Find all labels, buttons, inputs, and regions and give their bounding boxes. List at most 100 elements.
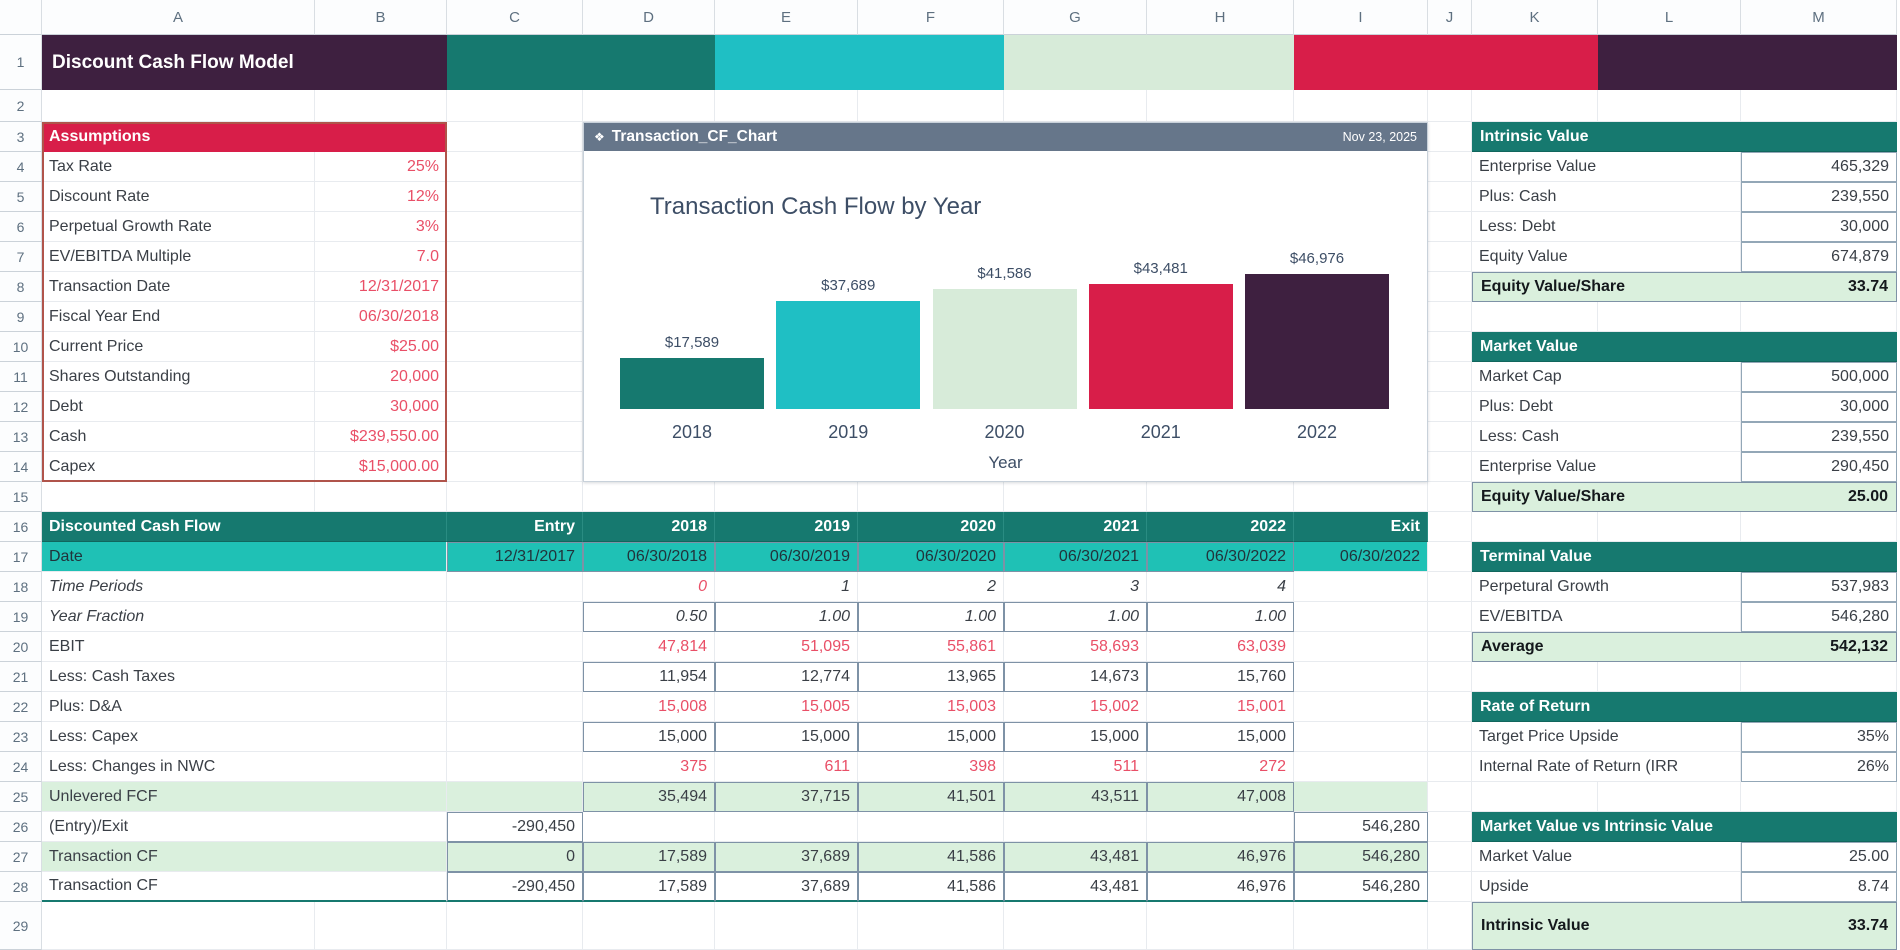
row-header-19[interactable]: 19 — [0, 602, 42, 632]
row-header-1[interactable]: 1 — [0, 35, 42, 90]
row-header-22[interactable]: 22 — [0, 692, 42, 722]
cell-C20[interactable] — [447, 632, 583, 662]
cell-E17[interactable]: 06/30/2019 — [715, 542, 858, 572]
row-header-3[interactable]: 3 — [0, 122, 42, 152]
cell-I2[interactable] — [1294, 90, 1428, 122]
cell-C4[interactable] — [447, 152, 583, 182]
cell-J21[interactable] — [1428, 662, 1472, 692]
cell-M14[interactable]: 290,450 — [1741, 452, 1897, 482]
cell-H25[interactable]: 47,008 — [1147, 782, 1294, 812]
cell-M24[interactable]: 26% — [1741, 752, 1897, 782]
cell-K13[interactable]: Less: Cash — [1472, 422, 1741, 452]
cell-F26[interactable] — [858, 812, 1004, 842]
cell-C15[interactable] — [447, 482, 583, 512]
cell-G24[interactable]: 511 — [1004, 752, 1147, 782]
row-header-10[interactable]: 10 — [0, 332, 42, 362]
cell-G29[interactable] — [1004, 902, 1147, 950]
cell-B10[interactable]: $25.00 — [315, 332, 447, 362]
cell-E25[interactable]: 37,715 — [715, 782, 858, 812]
row-header-12[interactable]: 12 — [0, 392, 42, 422]
cell-K6[interactable]: Less: Debt — [1472, 212, 1741, 242]
cell-D23[interactable]: 15,000 — [583, 722, 715, 752]
cell-B5[interactable]: 12% — [315, 182, 447, 212]
cell-M4[interactable]: 465,329 — [1741, 152, 1897, 182]
cell-E21[interactable]: 12,774 — [715, 662, 858, 692]
cell-D24[interactable]: 375 — [583, 752, 715, 782]
cell-H2[interactable] — [1147, 90, 1294, 122]
cell-E18[interactable]: 1 — [715, 572, 858, 602]
cell-J17[interactable] — [1428, 542, 1472, 572]
cell-F27[interactable]: 41,586 — [858, 842, 1004, 872]
row-header-18[interactable]: 18 — [0, 572, 42, 602]
cell-F22[interactable]: 15,003 — [858, 692, 1004, 722]
cell-G23[interactable]: 15,000 — [1004, 722, 1147, 752]
row-header-25[interactable]: 25 — [0, 782, 42, 812]
cell-J26[interactable] — [1428, 812, 1472, 842]
cell-A20[interactable]: EBIT — [42, 632, 447, 662]
cell-G17[interactable]: 06/30/2021 — [1004, 542, 1147, 572]
cell-K24[interactable]: Internal Rate of Return (IRR — [1472, 752, 1741, 782]
cell-J14[interactable] — [1428, 452, 1472, 482]
cell-G28[interactable]: 43,481 — [1004, 872, 1147, 902]
cell-E29[interactable] — [715, 902, 858, 950]
cell-G19[interactable]: 1.00 — [1004, 602, 1147, 632]
cell-K18[interactable]: Perpetural Growth — [1472, 572, 1741, 602]
select-all-corner[interactable] — [0, 0, 42, 35]
cell-B9[interactable]: 06/30/2018 — [315, 302, 447, 332]
row-header-13[interactable]: 13 — [0, 422, 42, 452]
cell-J22[interactable] — [1428, 692, 1472, 722]
workbook-title-cell[interactable]: Discount Cash Flow Model — [42, 35, 447, 90]
cell-M5[interactable]: 239,550 — [1741, 182, 1897, 212]
cell-A5[interactable]: Discount Rate — [42, 182, 315, 212]
cell-E28[interactable]: 37,689 — [715, 872, 858, 902]
cell-J12[interactable] — [1428, 392, 1472, 422]
cell-J20[interactable] — [1428, 632, 1472, 662]
cell-D21[interactable]: 11,954 — [583, 662, 715, 692]
cell-J9[interactable] — [1428, 302, 1472, 332]
row-header-29[interactable]: 29 — [0, 902, 42, 950]
cell-M18[interactable]: 537,983 — [1741, 572, 1897, 602]
row-header-2[interactable]: 2 — [0, 90, 42, 122]
cell-A4[interactable]: Tax Rate — [42, 152, 315, 182]
cell-H24[interactable]: 272 — [1147, 752, 1294, 782]
cell-H17[interactable]: 06/30/2022 — [1147, 542, 1294, 572]
cell-D25[interactable]: 35,494 — [583, 782, 715, 812]
row-header-11[interactable]: 11 — [0, 362, 42, 392]
cell-E26[interactable] — [715, 812, 858, 842]
cell-H18[interactable]: 4 — [1147, 572, 1294, 602]
cell-B29[interactable] — [315, 902, 447, 950]
cell-G27[interactable]: 43,481 — [1004, 842, 1147, 872]
cell-K9[interactable] — [1472, 302, 1598, 332]
cell-E19[interactable]: 1.00 — [715, 602, 858, 632]
column-header-H[interactable]: H — [1147, 0, 1294, 35]
cell-E2[interactable] — [715, 90, 858, 122]
cell-E15[interactable] — [715, 482, 858, 512]
cell-A25[interactable]: Unlevered FCF — [42, 782, 447, 812]
row-header-24[interactable]: 24 — [0, 752, 42, 782]
cell-J2[interactable] — [1428, 90, 1472, 122]
panel-total-row-15[interactable]: Equity Value/Share 25.00 — [1472, 482, 1897, 512]
cell-M19[interactable]: 546,280 — [1741, 602, 1897, 632]
cell-F19[interactable]: 1.00 — [858, 602, 1004, 632]
chart-window[interactable]: ❖ Transaction_CF_Chart Nov 23, 2025 Tran… — [583, 122, 1428, 482]
dcf-column-header-2019[interactable]: 2019 — [715, 512, 858, 542]
cell-H26[interactable] — [1147, 812, 1294, 842]
dcf-column-header-2018[interactable]: 2018 — [583, 512, 715, 542]
cell-A12[interactable]: Debt — [42, 392, 315, 422]
cell-K19[interactable]: EV/EBITDA — [1472, 602, 1741, 632]
cell-H27[interactable]: 46,976 — [1147, 842, 1294, 872]
cell-D29[interactable] — [583, 902, 715, 950]
cell-C9[interactable] — [447, 302, 583, 332]
cell-J5[interactable] — [1428, 182, 1472, 212]
cell-F29[interactable] — [858, 902, 1004, 950]
cell-I18[interactable] — [1294, 572, 1428, 602]
row-header-17[interactable]: 17 — [0, 542, 42, 572]
cell-M9[interactable] — [1741, 302, 1897, 332]
cell-G22[interactable]: 15,002 — [1004, 692, 1147, 722]
cell-C8[interactable] — [447, 272, 583, 302]
cell-J15[interactable] — [1428, 482, 1472, 512]
cell-K21[interactable] — [1472, 662, 1598, 692]
cell-B2[interactable] — [315, 90, 447, 122]
cell-C14[interactable] — [447, 452, 583, 482]
cell-C17[interactable]: 12/31/2017 — [447, 542, 583, 572]
